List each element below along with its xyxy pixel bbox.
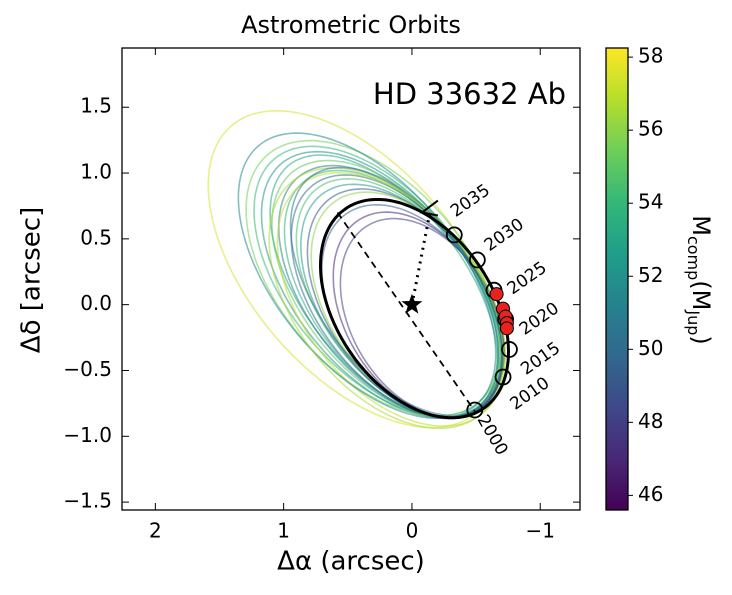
- x-axis-label: Δα (arcsec): [277, 547, 425, 577]
- chart-title: Astrometric Orbits: [241, 11, 461, 39]
- epoch-label: 2035: [447, 180, 494, 221]
- y-axis-label: Δδ [arcsec]: [17, 207, 47, 353]
- epoch-label: 2010: [506, 373, 553, 414]
- colorbar-tick-label: 48: [638, 409, 663, 433]
- host-star: [401, 293, 423, 314]
- colorbar-tick-label: 56: [638, 117, 663, 141]
- x-tick-label: −1: [525, 519, 554, 543]
- epoch-label: 2030: [481, 214, 528, 255]
- x-tick-label: 1: [277, 519, 290, 543]
- direction-arrow: [419, 199, 439, 217]
- colorbar-tick-label: 46: [638, 482, 663, 506]
- y-tick-label: −1.0: [63, 423, 112, 447]
- x-tick-label: 2: [149, 519, 162, 543]
- epoch-marker: [501, 341, 518, 358]
- periastron-line: [410, 212, 432, 305]
- colorbar-label-part: ): [687, 335, 715, 344]
- y-tick-label: 1.5: [80, 94, 112, 118]
- colorbar-label-part: comp: [685, 236, 704, 280]
- y-tick-label: 1.0: [80, 160, 112, 184]
- colorbar-label-part: (M: [687, 280, 715, 310]
- y-tick-label: −0.5: [63, 357, 112, 381]
- y-tick-label: 0.0: [80, 291, 112, 315]
- x-tick-label: 0: [406, 519, 419, 543]
- orbit: [237, 132, 497, 420]
- epoch-label: 2025: [504, 258, 551, 299]
- measurement: [499, 321, 514, 336]
- colorbar-tick-label: 52: [638, 263, 663, 287]
- epoch-marker: [445, 226, 463, 244]
- colorbar-tick-label: 54: [638, 190, 663, 214]
- colorbar: [605, 47, 629, 511]
- plot-frame: [121, 47, 581, 511]
- best-orbit: [318, 198, 511, 420]
- colorbar-tick-label: 50: [638, 336, 663, 360]
- annotation: HD 33632 Ab: [373, 77, 566, 111]
- epoch-label: 2020: [516, 298, 563, 339]
- orbit: [289, 166, 504, 417]
- orbit: [295, 177, 503, 419]
- y-tick-label: −1.5: [63, 489, 112, 513]
- epoch-label: 2000: [473, 411, 512, 458]
- epoch-marker: [494, 368, 512, 386]
- colorbar-label: Mcomp(MJup): [685, 215, 716, 345]
- epoch-marker: [466, 401, 484, 419]
- y-tick-label: 0.5: [80, 225, 112, 249]
- plot-area: [207, 109, 518, 430]
- colorbar-tick-label: 58: [638, 44, 663, 68]
- colorbar-label-part: Jup: [685, 309, 704, 335]
- colorbar-label-part: M: [687, 215, 715, 236]
- epoch-marker: [468, 251, 486, 269]
- measurement: [489, 287, 504, 302]
- orbit: [321, 203, 503, 419]
